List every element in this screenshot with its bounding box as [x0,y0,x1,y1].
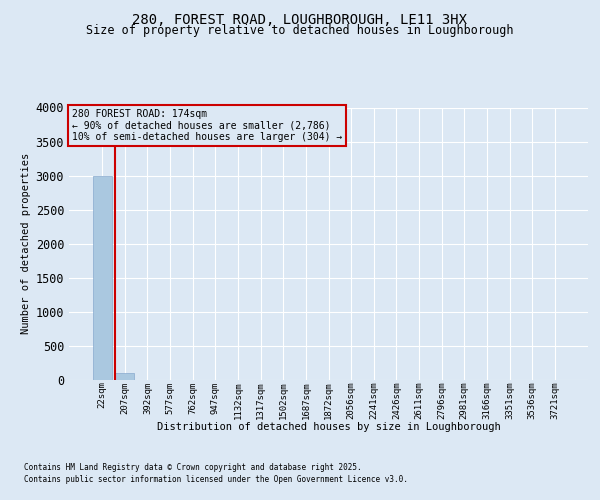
Text: 280, FOREST ROAD, LOUGHBOROUGH, LE11 3HX: 280, FOREST ROAD, LOUGHBOROUGH, LE11 3HX [133,12,467,26]
Bar [115,373,134,380]
Text: Contains public sector information licensed under the Open Government Licence v3: Contains public sector information licen… [24,475,408,484]
X-axis label: Distribution of detached houses by size in Loughborough: Distribution of detached houses by size … [157,422,500,432]
Bar [92,176,112,380]
Y-axis label: Number of detached properties: Number of detached properties [22,153,31,334]
Text: Contains HM Land Registry data © Crown copyright and database right 2025.: Contains HM Land Registry data © Crown c… [24,464,362,472]
Text: 280 FOREST ROAD: 174sqm
← 90% of detached houses are smaller (2,786)
10% of semi: 280 FOREST ROAD: 174sqm ← 90% of detache… [71,109,342,142]
Text: Size of property relative to detached houses in Loughborough: Size of property relative to detached ho… [86,24,514,37]
